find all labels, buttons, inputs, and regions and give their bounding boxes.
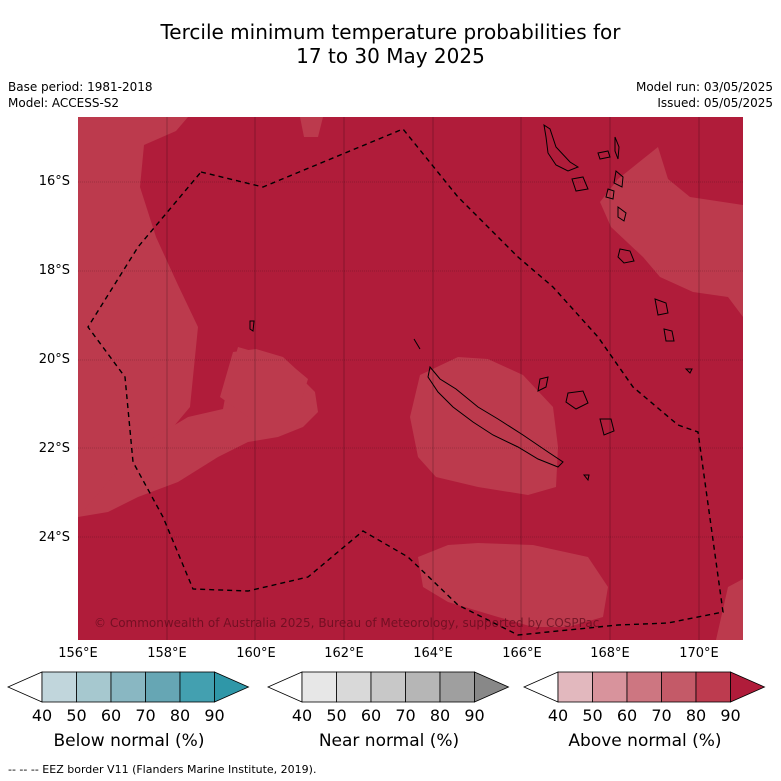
lon-label-170e: 170°E [679,646,719,661]
map-title-line2: 17 to 30 May 2025 [296,44,485,68]
zone-new-caledonia [410,357,558,495]
colorbar-segment [336,671,372,703]
colorbar-min-arrow [7,671,43,703]
colorbar-tick-label: 40 [32,706,52,725]
lon-label-160e: 160°E [236,646,276,661]
island-aneityum [684,368,693,374]
colorbar-above-normal: 40 50 60 70 80 90 [523,671,766,725]
model-run: Model run: 03/05/2025 [635,80,773,94]
colorbar-max-arrow [214,671,250,703]
lat-label-20s: 20°S [38,352,70,367]
zone-north-small [300,117,323,137]
colorbar-max-arrow [730,671,766,703]
colorbar-segment [405,671,441,703]
map-title-line1: Tercile minimum temperature probabilitie… [160,20,621,44]
zone-south-east [716,579,743,640]
lat-label-16s: 16°S [38,174,70,189]
island-ambrym [613,170,624,188]
colorbar-segment [110,671,146,703]
island-erromango [654,298,669,316]
colorbar-tick-label: 70 [395,706,415,725]
colorbar-tick-label: 60 [101,706,121,725]
colorbar-tick-label: 50 [326,706,346,725]
colorbar-title-near: Near normal (%) [318,731,460,751]
zone-south-central [418,543,608,627]
island-tanna [663,328,675,342]
chesterfield-islet [249,320,255,332]
colorbar-segment [695,671,731,703]
island-pentecost [614,136,620,160]
island-espiritu-santo [543,123,580,172]
island-shepherds [617,206,627,222]
colorbar-segment [557,671,593,703]
colorbar-segment [626,671,662,703]
probability-map: © Commonwealth of Australia 2025, Bureau… [78,117,743,640]
colorbar-tick-label: 80 [686,706,706,725]
island-efate [617,248,635,264]
copyright-text: © Commonwealth of Australia 2025, Bureau… [94,616,599,630]
colorbar-title-above: Above normal (%) [568,731,722,751]
colorbar-tick-label: 60 [361,706,381,725]
colorbar-tick-label: 80 [170,706,190,725]
colorbar-tick-label: 50 [582,706,602,725]
island-lifou [565,390,589,410]
colorbar-tick-label: 90 [464,706,484,725]
lat-label-18s: 18°S [38,263,70,278]
colorbar-tick-label: 40 [548,706,568,725]
eez-legend-footer: -- -- -- EEZ border V11 (Flanders Marine… [8,763,317,776]
colorbar-tick-label: 40 [292,706,312,725]
colorbar-near-normal: 40 50 60 70 80 90 [267,671,510,725]
map-meridians [166,117,700,640]
island-maewo [597,150,611,160]
island-mare [599,418,615,436]
island-malekula [571,176,589,192]
colorbar-max-arrow [474,671,510,703]
lat-label-22s: 22°S [38,441,70,456]
map-lighter-zones [78,117,743,640]
map-graticule [78,181,743,538]
lon-label-162e: 162°E [324,646,364,661]
colorbar-title-below: Below normal (%) [53,731,205,751]
islet-belep [413,338,421,350]
model-name: Model: ACCESS-S2 [8,96,120,110]
colorbar-segment [41,671,77,703]
vanuatu-coast [543,123,693,374]
lon-label-164e: 164°E [413,646,453,661]
colorbar-tick-label: 60 [617,706,637,725]
colorbar-below-normal: 40 50 60 70 80 90 [7,671,250,725]
colorbar-tick-label: 50 [66,706,86,725]
colorbar-segment [370,671,406,703]
zone-east [600,147,743,317]
colorbar-min-arrow [267,671,303,703]
colorbar-min-arrow [523,671,559,703]
base-period: Base period: 1981-2018 [8,80,153,94]
colorbar-segment [179,671,215,703]
colorbar-segment [145,671,181,703]
island-ouvea [537,376,549,392]
lon-label-156e: 156°E [58,646,98,661]
colorbar-tick-label: 70 [651,706,671,725]
zone-central-west [220,349,308,417]
colorbar-tick-label: 70 [135,706,155,725]
lon-label-168e: 168°E [590,646,630,661]
issued-date: Issued: 05/05/2025 [657,96,773,110]
colorbar-segment [301,671,337,703]
colorbar-segment [592,671,628,703]
colorbar-segment [76,671,112,703]
colorbar-tick-label: 80 [430,706,450,725]
map-svg: © Commonwealth of Australia 2025, Bureau… [78,117,743,640]
colorbar-segment [661,671,697,703]
lat-label-24s: 24°S [38,530,70,545]
island-epi [605,188,615,200]
colorbar-segment [439,671,475,703]
colorbar-tick-label: 90 [720,706,740,725]
zone-west [78,117,198,517]
new-caledonia-coast [427,365,564,468]
isle-of-pines [582,474,590,482]
colorbar-tick-label: 90 [204,706,224,725]
lon-label-158e: 158°E [147,646,187,661]
lon-label-166e: 166°E [502,646,542,661]
